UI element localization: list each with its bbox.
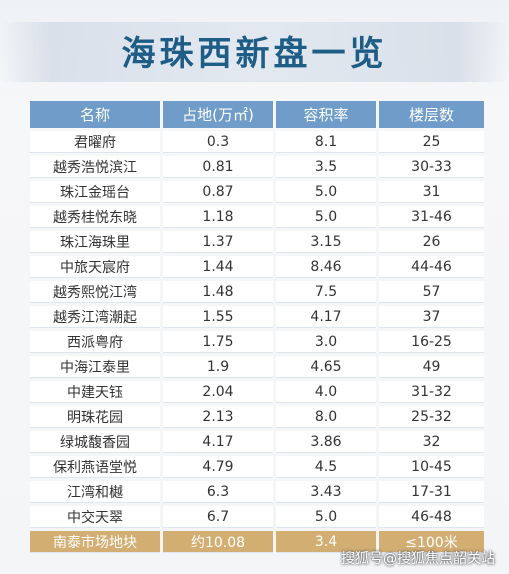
cell-plot-ratio: 4.65 [276, 356, 376, 378]
cell-floors: 17-31 [379, 481, 484, 503]
table-row: 保利燕语堂悦 4.79 4.5 10-45 [30, 456, 484, 478]
table-row: 西派粤府 1.75 3.0 16-25 [30, 331, 484, 353]
cell-floors: 16-25 [379, 331, 484, 353]
cell-floors: 37 [379, 306, 484, 328]
cell-plot-ratio: 5.0 [276, 206, 376, 228]
cell-plot-ratio: 3.86 [276, 431, 376, 453]
cell-area: 1.55 [163, 306, 273, 328]
cell-area: 1.48 [163, 281, 273, 303]
cell-area: 2.13 [163, 406, 273, 428]
cell-plot-ratio: 3.0 [276, 331, 376, 353]
cell-plot-ratio: 3.5 [276, 156, 376, 178]
table-row: 越秀江湾潮起 1.55 4.17 37 [30, 306, 484, 328]
table-row: 君曜府 0.3 8.1 25 [30, 131, 484, 153]
cell-area: 约10.08 [163, 531, 273, 553]
table-row: 中交天翠 6.7 5.0 46-48 [30, 506, 484, 528]
cell-floors: 10-45 [379, 456, 484, 478]
header-area: 占地(万㎡) [163, 101, 273, 128]
table-row: 明珠花园 2.13 8.0 25-32 [30, 406, 484, 428]
cell-area: 6.7 [163, 506, 273, 528]
cell-name: 越秀浩悦滨江 [30, 156, 160, 178]
cell-plot-ratio: 8.46 [276, 256, 376, 278]
cell-plot-ratio: 8.1 [276, 131, 376, 153]
table-row: 珠江金瑶台 0.87 5.0 31 [30, 181, 484, 203]
cell-floors: 25 [379, 131, 484, 153]
cell-area: 6.3 [163, 481, 273, 503]
cell-plot-ratio: 4.17 [276, 306, 376, 328]
cell-name: 珠江海珠里 [30, 231, 160, 253]
cell-name: 明珠花园 [30, 406, 160, 428]
page-title: 海珠西新盘一览 [121, 34, 388, 74]
cell-floors: 31-46 [379, 206, 484, 228]
cell-plot-ratio: 5.0 [276, 181, 376, 203]
cell-area: 1.44 [163, 256, 273, 278]
cell-area: 0.81 [163, 156, 273, 178]
header-floors: 楼层数 [379, 101, 484, 128]
cell-name: 越秀熙悦江湾 [30, 281, 160, 303]
header-plot-ratio: 容积率 [276, 101, 376, 128]
cell-area: 1.75 [163, 331, 273, 353]
cell-floors: 44-46 [379, 256, 484, 278]
cell-name: 南泰市场地块 [30, 531, 160, 553]
cell-name: 中交天翠 [30, 506, 160, 528]
title-banner [0, 22, 509, 82]
cell-name: 珠江金瑶台 [30, 181, 160, 203]
cell-plot-ratio: 3.43 [276, 481, 376, 503]
cell-name: 保利燕语堂悦 [30, 456, 160, 478]
cell-plot-ratio: 7.5 [276, 281, 376, 303]
table-row: 越秀熙悦江湾 1.48 7.5 57 [30, 281, 484, 303]
cell-area: 0.3 [163, 131, 273, 153]
table-row: 越秀桂悦东晓 1.18 5.0 31-46 [30, 206, 484, 228]
cell-floors: 46-48 [379, 506, 484, 528]
cell-name: 绿城馥香园 [30, 431, 160, 453]
cell-plot-ratio: 3.15 [276, 231, 376, 253]
cell-floors: 31 [379, 181, 484, 203]
cell-floors: 49 [379, 356, 484, 378]
header-name: 名称 [30, 101, 160, 128]
cell-plot-ratio: 3.4 [276, 531, 376, 553]
cell-floors: 57 [379, 281, 484, 303]
table-header-row: 名称 占地(万㎡) 容积率 楼层数 [30, 101, 484, 128]
cell-name: 江湾和樾 [30, 481, 160, 503]
cell-area: 1.9 [163, 356, 273, 378]
cell-name: 越秀江湾潮起 [30, 306, 160, 328]
cell-plot-ratio: 4.0 [276, 381, 376, 403]
cell-name: 西派粤府 [30, 331, 160, 353]
cell-area: 4.79 [163, 456, 273, 478]
cell-area: 2.04 [163, 381, 273, 403]
highlight-row: 南泰市场地块 约10.08 3.4 ≤100米 [30, 531, 484, 553]
table-row: 江湾和樾 6.3 3.43 17-31 [30, 481, 484, 503]
table-row: 中海江泰里 1.9 4.65 49 [30, 356, 484, 378]
cell-floors: 32 [379, 431, 484, 453]
cell-name: 越秀桂悦东晓 [30, 206, 160, 228]
cell-floors: 25-32 [379, 406, 484, 428]
cell-floors: 26 [379, 231, 484, 253]
table-row: 中建天钰 2.04 4.0 31-32 [30, 381, 484, 403]
cell-name: 中建天钰 [30, 381, 160, 403]
watermark: 搜狐号@搜狐焦点韶关站 [341, 551, 495, 567]
cell-plot-ratio: 4.5 [276, 456, 376, 478]
cell-floors: 30-33 [379, 156, 484, 178]
cell-area: 0.87 [163, 181, 273, 203]
cell-area: 1.37 [163, 231, 273, 253]
cell-plot-ratio: 5.0 [276, 506, 376, 528]
cell-floors: 31-32 [379, 381, 484, 403]
cell-name: 君曜府 [30, 131, 160, 153]
table-row: 珠江海珠里 1.37 3.15 26 [30, 231, 484, 253]
cell-floors: ≤100米 [379, 531, 484, 553]
projects-table: 名称 占地(万㎡) 容积率 楼层数 君曜府 0.3 8.1 25 越秀浩悦滨江 0.81 3… [27, 98, 487, 556]
cell-area: 4.17 [163, 431, 273, 453]
cell-name: 中旅天宸府 [30, 256, 160, 278]
table-row: 中旅天宸府 1.44 8.46 44-46 [30, 256, 484, 278]
cell-name: 中海江泰里 [30, 356, 160, 378]
cell-area: 1.18 [163, 206, 273, 228]
table-row: 绿城馥香园 4.17 3.86 32 [30, 431, 484, 453]
table-row: 越秀浩悦滨江 0.81 3.5 30-33 [30, 156, 484, 178]
cell-plot-ratio: 8.0 [276, 406, 376, 428]
